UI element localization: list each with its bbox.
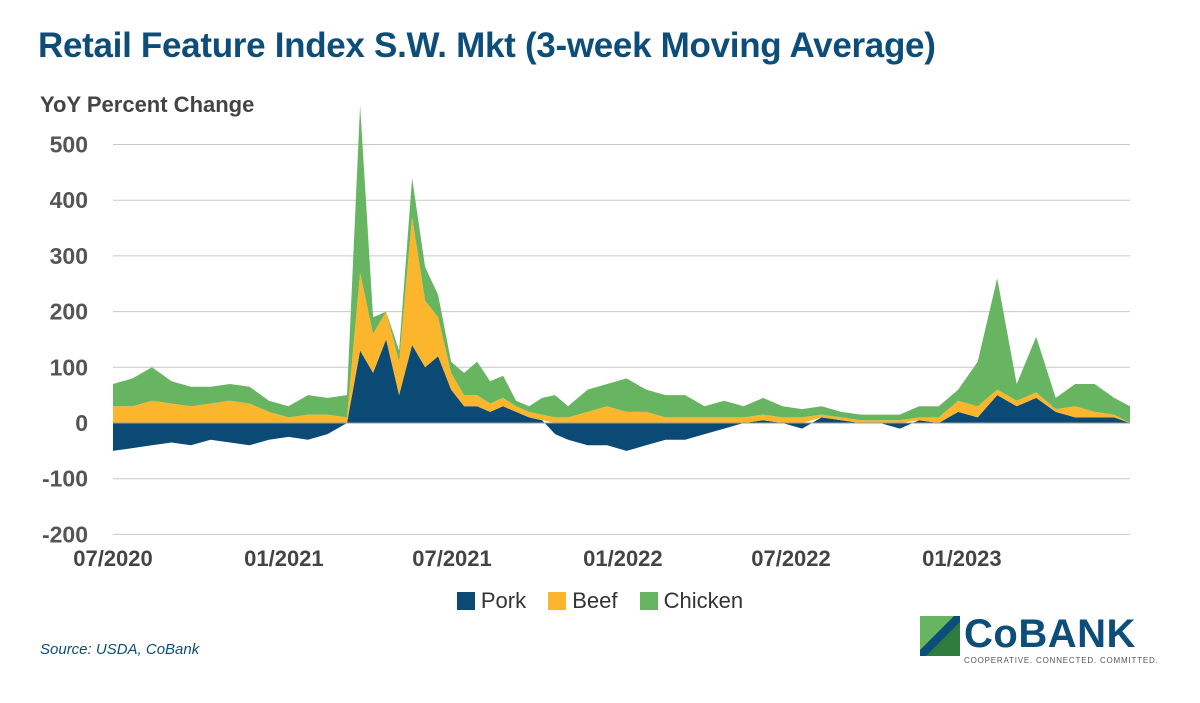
- legend-label-beef: Beef: [572, 588, 618, 613]
- x-tick-label: 01/2021: [244, 546, 324, 571]
- area-series-pork: [113, 339, 1130, 451]
- legend-item-pork: Pork: [456, 588, 527, 614]
- chart-title: Retail Feature Index S.W. Mkt (3-week Mo…: [38, 26, 936, 65]
- source-note: Source: USDA, CoBank: [40, 641, 200, 658]
- legend-label-chicken: Chicken: [663, 588, 744, 613]
- cobank-logo: CoBANK COOPERATIVE. CONNECTED. COMMITTED…: [920, 612, 1158, 670]
- area-series-chicken: [113, 105, 1130, 423]
- legend-item-beef: Beef: [548, 588, 618, 614]
- y-tick-label: -100: [42, 466, 88, 492]
- y-tick-label: 0: [75, 410, 88, 436]
- y-tick-label: 400: [50, 187, 88, 213]
- y-tick-label: 100: [50, 354, 88, 380]
- x-tick-label: 07/2020: [73, 546, 153, 571]
- stacked-areas: [113, 105, 1130, 451]
- legend-swatch-chicken: [639, 592, 658, 610]
- x-tick-label: 01/2022: [583, 546, 663, 571]
- cobank-logo-tagline: COOPERATIVE. CONNECTED. COMMITTED.: [964, 656, 1159, 665]
- legend-swatch-beef: [548, 592, 567, 610]
- legend: Pork Beef Chicken: [0, 588, 1200, 616]
- legend-item-chicken: Chicken: [639, 588, 744, 614]
- x-tick-label: 07/2022: [751, 546, 831, 571]
- cobank-logo-wordmark: CoBANK: [964, 612, 1136, 656]
- x-tick-label: 01/2023: [922, 546, 1002, 571]
- y-tick-label: -200: [42, 521, 88, 547]
- legend-swatch-pork: [456, 592, 475, 610]
- y-tick-label: 500: [50, 132, 88, 158]
- y-axis-label: YoY Percent Change: [40, 92, 255, 117]
- y-tick-label: 200: [50, 299, 88, 325]
- gridlines: [113, 144, 1130, 535]
- legend-label-pork: Pork: [480, 588, 527, 613]
- y-tick-label: 300: [50, 243, 88, 269]
- x-tick-label: 07/2021: [412, 546, 492, 571]
- cobank-logo-mark-icon: [920, 616, 960, 656]
